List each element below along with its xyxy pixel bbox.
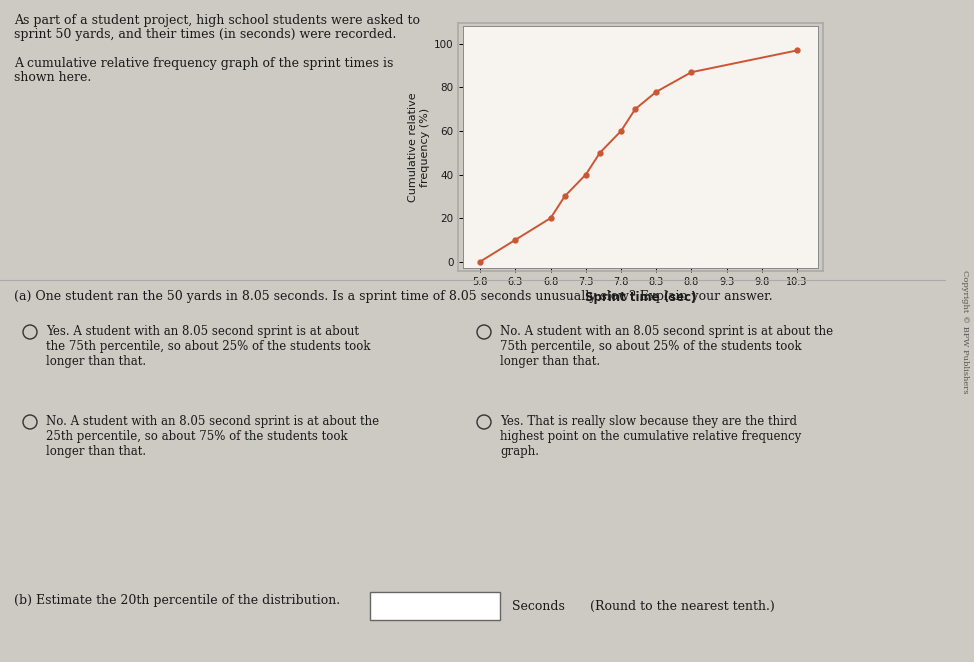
Text: (b) Estimate the 20th percentile of the distribution.: (b) Estimate the 20th percentile of the … [14,594,340,607]
Text: (a) One student ran the 50 yards in 8.05 seconds. Is a sprint time of 8.05 secon: (a) One student ran the 50 yards in 8.05… [14,290,772,303]
Text: Seconds: Seconds [512,600,565,612]
FancyBboxPatch shape [370,592,500,620]
Text: Copyright © BFW Publishers: Copyright © BFW Publishers [961,270,969,394]
X-axis label: Sprint time (sec): Sprint time (sec) [584,291,696,305]
Text: No. A student with an 8.05 second sprint is at about the
75th percentile, so abo: No. A student with an 8.05 second sprint… [500,325,833,368]
Text: sprint 50 yards, and their times (in seconds) were recorded.: sprint 50 yards, and their times (in sec… [14,28,396,41]
Y-axis label: Cumulative relative
frequency (%): Cumulative relative frequency (%) [408,93,430,202]
Text: (Round to the nearest tenth.): (Round to the nearest tenth.) [590,600,774,612]
Text: As part of a student project, high school students were asked to: As part of a student project, high schoo… [14,14,420,27]
Text: Yes. A student with an 8.05 second sprint is at about
the 75th percentile, so ab: Yes. A student with an 8.05 second sprin… [46,325,370,368]
Text: A cumulative relative frequency graph of the sprint times is: A cumulative relative frequency graph of… [14,57,393,70]
Text: No. A student with an 8.05 second sprint is at about the
25th percentile, so abo: No. A student with an 8.05 second sprint… [46,415,379,458]
Text: shown here.: shown here. [14,71,92,84]
Text: Yes. That is really slow because they are the third
highest point on the cumulat: Yes. That is really slow because they ar… [500,415,802,458]
